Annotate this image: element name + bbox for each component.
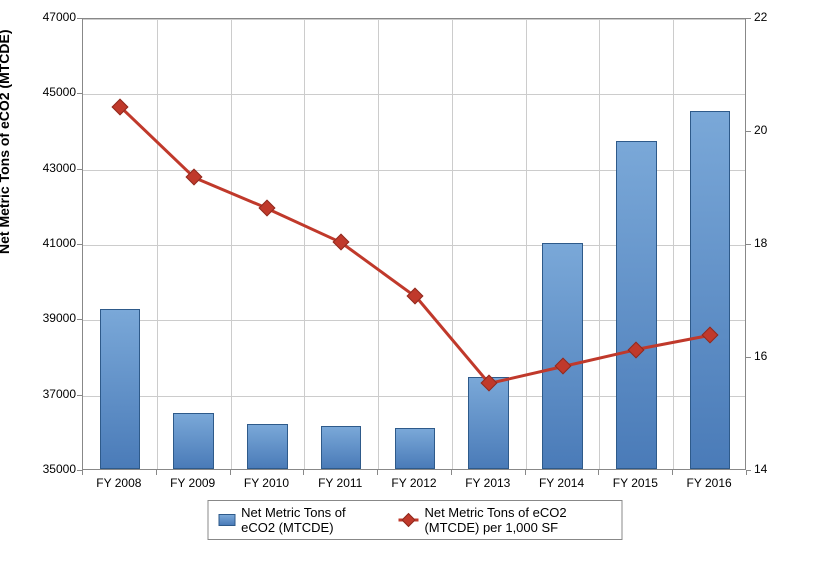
tick-mark [156, 470, 157, 475]
x-tick-label: FY 2014 [539, 476, 584, 490]
tick-mark [746, 470, 747, 475]
tick-mark [746, 357, 751, 358]
y-left-axis-label: Net Metric Tons of eCO2 (MTCDE) [0, 234, 12, 254]
tick-mark [525, 470, 526, 475]
legend-bar-swatch [219, 514, 236, 526]
y-left-tick: 45000 [34, 85, 76, 99]
y-left-tick: 43000 [34, 161, 76, 175]
tick-mark [77, 244, 82, 245]
y-left-tick: 35000 [34, 462, 76, 476]
y-left-tick: 41000 [34, 236, 76, 250]
y-right-tick: 22 [754, 10, 767, 24]
tick-mark [746, 244, 751, 245]
grid-line-h [83, 19, 745, 20]
y-right-tick: 16 [754, 349, 767, 363]
tick-mark [77, 169, 82, 170]
x-tick-label: FY 2011 [318, 476, 362, 490]
legend-bar-label: Net Metric Tons of eCO2 (MTCDE) [241, 505, 374, 535]
legend: Net Metric Tons of eCO2 (MTCDE) Net Metr… [208, 500, 623, 540]
x-tick-label: FY 2008 [96, 476, 141, 490]
plot-area [82, 18, 746, 470]
tick-mark [746, 18, 751, 19]
tick-mark [377, 470, 378, 475]
tick-mark [77, 93, 82, 94]
x-tick-label: FY 2013 [465, 476, 510, 490]
bar [321, 426, 362, 469]
x-tick-label: FY 2012 [391, 476, 436, 490]
legend-item-bars: Net Metric Tons of eCO2 (MTCDE) [219, 505, 375, 535]
tick-mark [77, 395, 82, 396]
grid-line-v [452, 19, 453, 469]
bar [173, 413, 214, 470]
tick-mark [82, 470, 83, 475]
bar [690, 111, 731, 469]
y-right-tick: 14 [754, 462, 767, 476]
legend-line-swatch [398, 514, 418, 526]
grid-line-v [231, 19, 232, 469]
tick-mark [672, 470, 673, 475]
line-marker [259, 200, 276, 217]
grid-line-v [526, 19, 527, 469]
y-right-tick: 20 [754, 123, 767, 137]
dual-axis-chart: Net Metric Tons of eCO2 (MTCDE) Net Metr… [0, 0, 830, 545]
legend-line-label: Net Metric Tons of eCO2 (MTCDE) per 1,00… [424, 505, 611, 535]
bar [395, 428, 436, 469]
grid-line-v [599, 19, 600, 469]
tick-mark [746, 131, 751, 132]
tick-mark [77, 18, 82, 19]
tick-mark [230, 470, 231, 475]
x-tick-label: FY 2016 [687, 476, 732, 490]
grid-line-v [673, 19, 674, 469]
y-left-tick: 37000 [34, 387, 76, 401]
grid-line-h [83, 94, 745, 95]
tick-mark [303, 470, 304, 475]
bar [616, 141, 657, 469]
tick-mark [451, 470, 452, 475]
legend-item-line: Net Metric Tons of eCO2 (MTCDE) per 1,00… [398, 505, 611, 535]
x-tick-label: FY 2010 [244, 476, 289, 490]
tick-mark [598, 470, 599, 475]
y-right-tick: 18 [754, 236, 767, 250]
x-tick-label: FY 2009 [170, 476, 215, 490]
grid-line-v [304, 19, 305, 469]
grid-line-v [378, 19, 379, 469]
y-left-tick: 39000 [34, 311, 76, 325]
bar [542, 243, 583, 469]
grid-line-v [157, 19, 158, 469]
bar [247, 424, 288, 469]
x-tick-label: FY 2015 [613, 476, 658, 490]
tick-mark [77, 319, 82, 320]
bar [100, 309, 141, 469]
y-left-tick: 47000 [34, 10, 76, 24]
